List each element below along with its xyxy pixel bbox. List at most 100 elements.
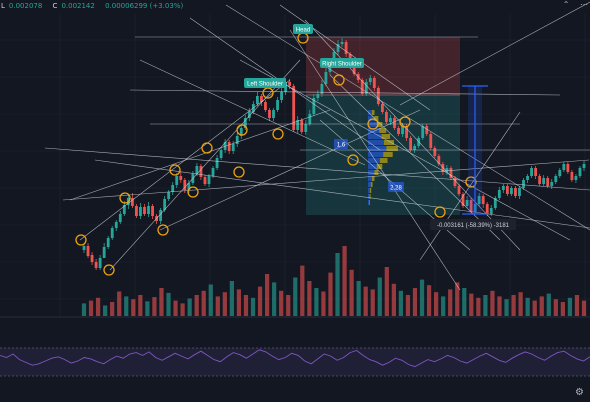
candle-body — [368, 78, 372, 82]
ohlc-legend: L 0.002078 C 0.002142 0.00006299 (+3.03%) — [0, 0, 187, 13]
volume-bar — [264, 274, 270, 316]
candle-body — [199, 166, 203, 177]
candle-body — [268, 110, 271, 118]
candle-body — [171, 185, 175, 192]
candle-body — [445, 168, 449, 172]
volume-bar — [518, 292, 523, 316]
candle-body — [401, 126, 404, 134]
candle-body — [562, 164, 566, 170]
candle-body — [514, 188, 517, 196]
volume-bar — [335, 253, 340, 316]
candle-body — [360, 80, 364, 94]
ratio-label-a: 1.6 — [334, 139, 348, 149]
candle-body — [235, 136, 239, 144]
profile-bar — [370, 182, 373, 187]
volume-bar — [504, 299, 509, 316]
profile-bar — [368, 158, 380, 163]
svg-text:2.28: 2.28 — [390, 186, 402, 192]
volume-bar — [194, 295, 199, 316]
volume-bar — [187, 298, 192, 316]
candle-body — [497, 190, 501, 198]
volume-bar — [328, 272, 333, 316]
trend-line — [159, 109, 421, 231]
annotations: Head Left Shoulder Right Shoulder 1.6 2.… — [244, 24, 516, 230]
profile-bar — [374, 170, 379, 175]
profile-bar — [368, 194, 370, 199]
candle-body — [135, 206, 138, 216]
candle-body — [364, 82, 368, 94]
trend-line — [329, 74, 501, 241]
volume-bar — [159, 288, 164, 316]
rsi-panel — [0, 316, 590, 377]
volume-bar — [363, 286, 368, 316]
volume-bar — [574, 295, 580, 316]
volume-bar — [117, 291, 122, 316]
candle-body — [292, 86, 296, 130]
candle-body — [376, 88, 380, 104]
profile-bar — [370, 188, 372, 193]
profile-bar — [368, 176, 372, 181]
gear-icon[interactable]: ⚙ — [575, 387, 584, 398]
profile-bar — [379, 128, 387, 133]
candle-body — [566, 164, 570, 172]
volume-bar — [124, 296, 129, 316]
profile-bar — [368, 146, 387, 151]
candle-body — [255, 96, 259, 104]
candle-body — [465, 200, 469, 206]
candle-body — [421, 126, 425, 138]
candle-body — [389, 118, 392, 122]
candle-body — [441, 164, 445, 172]
candle-body — [203, 177, 207, 184]
candle-body — [264, 102, 267, 110]
pivot-circle — [347, 154, 359, 166]
candle-body — [239, 128, 243, 136]
candle-body — [469, 200, 473, 212]
volume-bar — [539, 296, 544, 316]
candle-body — [542, 178, 546, 184]
svg-text:Head: Head — [296, 28, 310, 34]
profile-bar — [368, 182, 371, 187]
candle-body — [501, 186, 505, 190]
profile-bar — [381, 134, 391, 139]
candle-body — [179, 176, 183, 180]
volume-bar — [201, 290, 206, 316]
trend-line — [79, 79, 291, 241]
candle-body — [159, 210, 163, 221]
volume-bar — [462, 288, 467, 316]
candle-body — [530, 168, 533, 176]
volume-bar — [553, 299, 558, 316]
candle-body — [98, 258, 102, 268]
volume-bar — [356, 281, 361, 316]
volume-bar — [441, 296, 446, 316]
candle-body — [175, 176, 179, 185]
ratio-label-b: 2.28 — [388, 182, 404, 192]
candle-body — [312, 98, 316, 114]
candle-body — [437, 156, 441, 164]
head-label[interactable]: Head — [293, 24, 313, 34]
candle-body — [167, 192, 171, 199]
legend-change: 0.00006299 (+3.03%) — [105, 2, 184, 10]
pivot-circle — [465, 176, 477, 188]
candle-body — [296, 120, 300, 130]
candle-body — [316, 94, 320, 98]
candle-body — [151, 206, 154, 216]
candle-body — [207, 176, 211, 184]
volume-bar — [138, 295, 143, 316]
chevron-up-icon[interactable]: ⌃ — [562, 0, 570, 9]
ellipsis-icon[interactable]: ⋯ — [580, 0, 588, 9]
candle-body — [227, 142, 231, 151]
pivot-markers[interactable] — [75, 32, 477, 276]
profile-bar — [372, 110, 375, 115]
right-shoulder-label[interactable]: Right Shoulder — [320, 58, 364, 68]
candle-body — [260, 96, 263, 102]
volume-bar — [448, 289, 453, 316]
candle-body — [163, 199, 167, 210]
candle-body — [344, 42, 348, 54]
trend-line — [419, 111, 521, 261]
profile-bar — [384, 140, 394, 145]
left-shoulder-label[interactable]: Left Shoulder — [244, 78, 286, 88]
price-range-tool[interactable] — [462, 85, 488, 215]
trend-line — [279, 4, 431, 111]
trend-line — [399, 1, 590, 106]
